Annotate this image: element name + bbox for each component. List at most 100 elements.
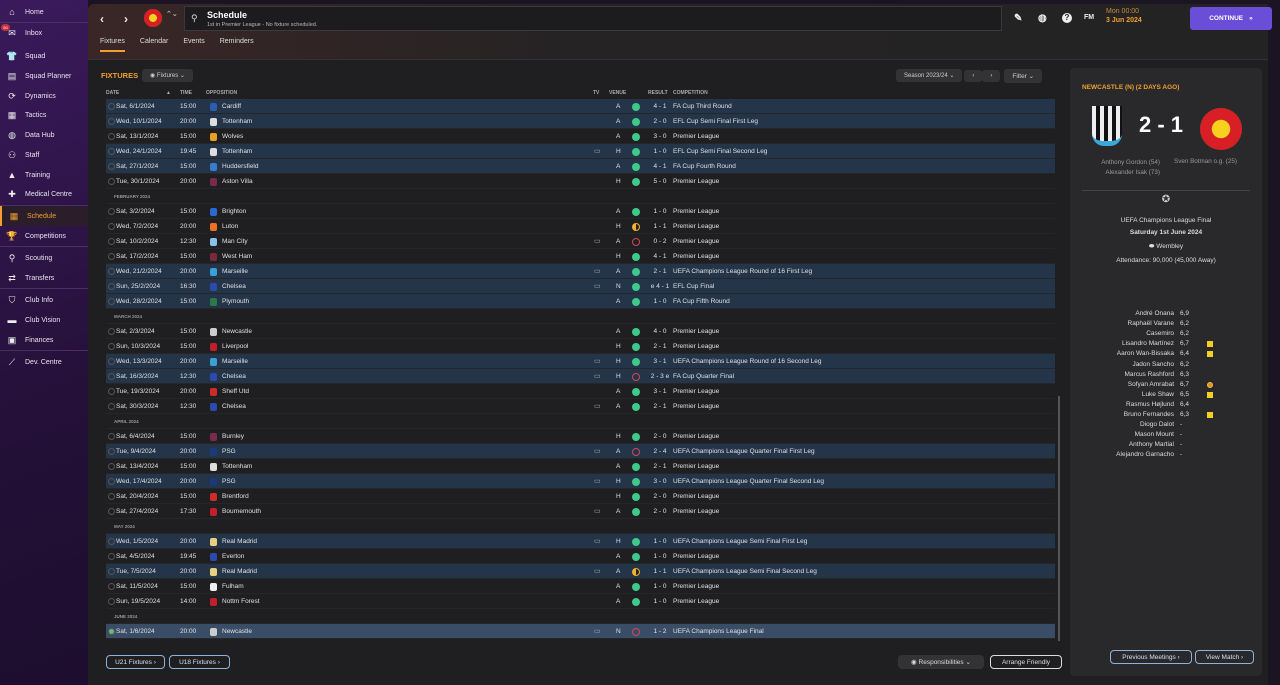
col-time[interactable]: TIME (180, 90, 192, 96)
player-name[interactable]: Anthony Martial (1128, 441, 1174, 449)
fixture-opposition[interactable]: Wolves (222, 133, 244, 140)
fixture-opposition[interactable]: Marseille (222, 358, 249, 365)
fixture-row[interactable]: Sun, 19/5/2024 14:00 Nottm Forest A 1 - 0 Pre… (106, 594, 1055, 609)
col-result[interactable]: RESULT (648, 90, 668, 96)
fixture-competition[interactable]: UEFA Champions League Quarter Final Firs… (673, 448, 815, 455)
tab-reminders[interactable]: Reminders (219, 38, 254, 45)
fixture-row[interactable]: Sat, 27/1/2024 15:00 Huddersfield A 4 - 1 FA … (106, 159, 1055, 174)
fixture-opposition[interactable]: Newcastle (222, 628, 252, 635)
col-venue[interactable]: VENUE (609, 90, 627, 96)
row-checkbox[interactable] (108, 328, 115, 335)
fixture-opposition[interactable]: Burnley (222, 433, 245, 440)
row-checkbox[interactable] (108, 388, 115, 395)
player-name[interactable]: Casemiro (1146, 330, 1174, 338)
row-checkbox[interactable] (108, 448, 115, 455)
club-switch-icon[interactable]: ⌃⌄ (166, 11, 178, 18)
fixture-opposition[interactable]: Fulham (222, 583, 244, 590)
fixture-row[interactable]: Sat, 16/3/2024 12:30 Chelsea ▭ H 2 - 3 e FA Cu… (106, 369, 1055, 384)
row-checkbox[interactable] (108, 403, 115, 410)
fixture-opposition[interactable]: Real Madrid (222, 538, 258, 545)
row-checkbox[interactable] (108, 358, 115, 365)
previous-meetings-button[interactable]: Previous Meetings › (1110, 650, 1192, 664)
sidebar-item-transfers[interactable]: ⇄ Transfers (0, 268, 88, 288)
row-checkbox[interactable] (108, 343, 115, 350)
fixture-opposition[interactable]: Everton (222, 553, 245, 560)
fixture-competition[interactable]: EFL Cup Final (673, 283, 715, 290)
fixture-opposition[interactable]: Tottenham (222, 148, 253, 155)
fixture-competition[interactable]: Premier League (673, 463, 720, 470)
row-checkbox[interactable] (108, 148, 115, 155)
fixture-competition[interactable]: Premier League (673, 553, 720, 560)
sidebar-item-finances[interactable]: ▣ Finances (0, 330, 88, 350)
tab-fixtures[interactable]: Fixtures (100, 38, 125, 52)
row-checkbox[interactable] (108, 538, 115, 545)
fixture-row[interactable]: Sat, 6/1/2024 15:00 Cardiff A 4 - 1 FA Cup Th… (106, 99, 1055, 114)
player-name[interactable]: Lisandro Martínez (1121, 340, 1174, 348)
player-name[interactable]: Marcus Rashford (1124, 370, 1175, 378)
fixture-competition[interactable]: Premier League (673, 343, 720, 350)
sidebar-item-data-hub[interactable]: ◍ Data Hub (0, 125, 88, 145)
fixture-competition[interactable]: Premier League (673, 253, 720, 260)
sidebar-item-squad[interactable]: 👕 Squad (0, 46, 88, 66)
fixture-row[interactable]: Sat, 3/2/2024 15:00 Brighton A 1 - 0 Premier … (106, 204, 1055, 219)
fixtures-view-dropdown[interactable]: ◉ Fixtures ⌄ (142, 69, 193, 82)
fixture-competition[interactable]: FA Cup Third Round (673, 103, 732, 110)
fixture-competition[interactable]: Premier League (673, 508, 720, 515)
row-checkbox[interactable] (108, 118, 115, 125)
fixture-row[interactable]: Tue, 30/1/2024 20:00 Aston Villa H 5 - 0 Prem… (106, 174, 1055, 189)
fixture-competition[interactable]: UEFA Champions League Round of 16 First … (673, 268, 813, 275)
row-checkbox[interactable] (108, 463, 115, 470)
sidebar-item-home[interactable]: ⌂ Home (0, 2, 88, 22)
tab-calendar[interactable]: Calendar (139, 38, 169, 45)
fixture-competition[interactable]: FA Cup Fifth Round (673, 298, 730, 305)
help-icon[interactable]: ? (1062, 13, 1072, 23)
fixture-competition[interactable]: Premier League (673, 133, 720, 140)
fixture-competition[interactable]: Premier League (673, 598, 720, 605)
player-name[interactable]: Rasmus Højlund (1125, 400, 1174, 408)
fixture-row[interactable]: Sat, 13/1/2024 15:00 Wolves A 3 - 0 Premier L… (106, 129, 1055, 144)
player-name[interactable]: Sofyan Amrabat (1127, 380, 1174, 388)
fixture-row[interactable]: Sat, 30/3/2024 12:30 Chelsea ▭ A 2 - 1 Premier… (106, 399, 1055, 414)
fixture-competition[interactable]: FA Cup Fourth Round (673, 163, 736, 170)
fixture-opposition[interactable]: PSG (222, 478, 236, 485)
fixture-row[interactable]: Sat, 17/2/2024 15:00 West Ham H 4 - 1 Premier… (106, 249, 1055, 264)
fixture-row[interactable]: Sat, 27/4/2024 17:30 Bournemouth ▭ A 2 - 0 Pre… (106, 504, 1055, 519)
game-date[interactable]: Mon 00:00 3 Jun 2024 (1106, 8, 1142, 24)
u21-fixtures-button[interactable]: U21 Fixtures › (106, 655, 165, 669)
player-name[interactable]: Diogo Dalot (1140, 421, 1174, 429)
sidebar-item-staff[interactable]: ⚇ Staff (0, 145, 88, 165)
fixture-competition[interactable]: FA Cup Quarter Final (673, 373, 735, 380)
player-name[interactable]: Aaron Wan-Bissaka (1116, 350, 1174, 358)
fixture-opposition[interactable]: Brentford (222, 493, 249, 500)
sidebar-item-inbox[interactable]: ✉ Inbox (0, 23, 88, 43)
fixture-competition[interactable]: Premier League (673, 433, 720, 440)
fixture-competition[interactable]: EFL Cup Semi Final Second Leg (673, 148, 768, 155)
fixture-row[interactable]: Wed, 1/5/2024 20:00 Real Madrid ▭ H 1 - 0 UEFA… (106, 534, 1055, 549)
fixture-opposition[interactable]: Marseille (222, 268, 249, 275)
sidebar-item-tactics[interactable]: ▦ Tactics (0, 105, 88, 125)
view-match-button[interactable]: View Match › (1195, 650, 1254, 664)
fixture-opposition[interactable]: Tottenham (222, 118, 253, 125)
fixture-competition[interactable]: UEFA Champions League Semi Final First L… (673, 538, 808, 545)
fixture-row[interactable]: Sat, 11/5/2024 15:00 Fulham A 1 - 0 Premier L… (106, 579, 1055, 594)
fixture-competition[interactable]: Premier League (673, 208, 720, 215)
col-tv[interactable]: TV (593, 90, 600, 96)
row-checkbox[interactable] (108, 568, 115, 575)
fixture-opposition[interactable]: Tottenham (222, 463, 253, 470)
fixture-row[interactable]: Wed, 17/4/2024 20:00 PSG ▭ H 3 - 0 UEFA Champi… (106, 474, 1055, 489)
fixture-competition[interactable]: Premier League (673, 238, 720, 245)
player-name[interactable]: Raphaël Varane (1127, 320, 1175, 328)
fixture-row[interactable]: Sat, 6/4/2024 15:00 Burnley H 2 - 0 Premier L… (106, 429, 1055, 444)
arrange-friendly-button[interactable]: Arrange Friendly (990, 655, 1062, 669)
row-checkbox[interactable] (108, 553, 115, 560)
forward-button[interactable]: › (124, 12, 128, 26)
fixture-opposition[interactable]: Chelsea (222, 283, 246, 290)
player-name[interactable]: André Onana (1135, 310, 1174, 317)
edit-icon[interactable]: ✎ (1014, 13, 1023, 24)
filter-button[interactable]: Filter ⌄ (1004, 68, 1043, 83)
fixture-competition[interactable]: Premier League (673, 403, 720, 410)
season-dropdown[interactable]: Season 2023/24 ⌄ (896, 69, 963, 82)
col-opposition[interactable]: OPPOSITION (206, 90, 238, 96)
row-checkbox[interactable] (108, 163, 115, 170)
row-checkbox[interactable] (108, 208, 115, 215)
